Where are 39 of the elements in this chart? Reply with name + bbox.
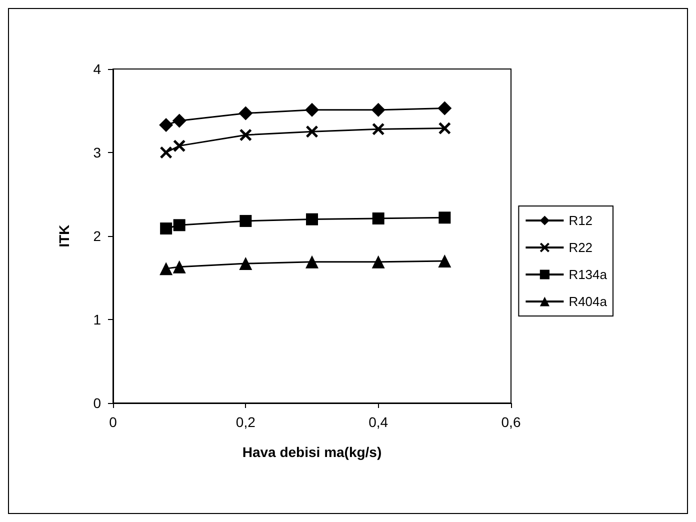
x-tick-label: 0: [109, 414, 118, 430]
x-tick-label: 0,2: [236, 414, 256, 430]
point: [172, 260, 186, 274]
point: [371, 102, 386, 117]
point: [372, 255, 385, 268]
point: [173, 219, 186, 232]
point: [438, 212, 451, 224]
point: [160, 222, 172, 234]
legend-label: R134a: [568, 267, 608, 282]
point: [159, 118, 174, 132]
y-tick-label: 0: [93, 395, 102, 411]
y-axis-title: ITK: [56, 224, 72, 248]
y-tick-label: 2: [93, 228, 102, 244]
point: [172, 114, 186, 128]
point: [372, 212, 384, 224]
point: [239, 257, 252, 270]
point: [160, 146, 172, 158]
point: [306, 213, 318, 226]
y-tick-label: 4: [93, 61, 102, 77]
point: [438, 122, 451, 134]
y-tick-label: 3: [93, 144, 102, 160]
point: [305, 102, 319, 117]
legend-label: R12: [568, 213, 593, 228]
point: [306, 126, 318, 138]
point: [372, 123, 384, 136]
point: [306, 255, 318, 268]
point: [240, 214, 252, 227]
x-tick-label: 0,4: [368, 414, 388, 430]
point: [238, 106, 253, 120]
point: [438, 101, 452, 116]
point: [173, 140, 186, 152]
legend-label: R22: [568, 240, 593, 255]
x-tick-label: 0,6: [501, 414, 521, 430]
legend-label: R404a: [568, 294, 608, 309]
point: [240, 128, 252, 141]
point: [438, 254, 452, 268]
y-tick-label: 1: [93, 312, 102, 328]
x-axis-title: Hava debisi ma(kg/s): [242, 444, 382, 460]
point: [160, 262, 173, 276]
